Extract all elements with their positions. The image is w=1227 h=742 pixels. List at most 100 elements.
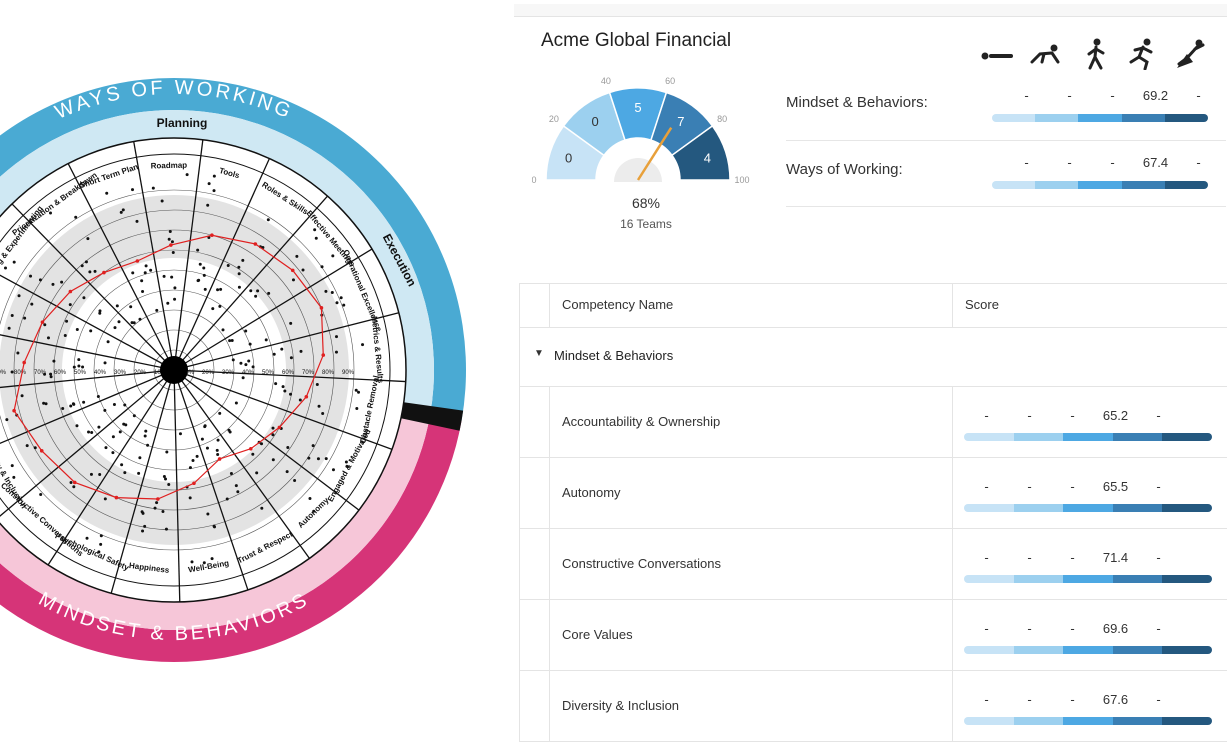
- team-score-dot: [320, 265, 324, 269]
- team-score-dot: [29, 274, 33, 278]
- wheel-percent-tick: 70%: [34, 370, 47, 376]
- wheel-grid-ring: [133, 329, 215, 411]
- score-cell: -: [1027, 621, 1032, 636]
- team-score-dot: [143, 271, 147, 275]
- team-score-dot: [210, 557, 214, 561]
- wheel-band: [0, 410, 431, 630]
- table-row[interactable]: Accountability & Ownership - - - 65.2 -: [519, 387, 1227, 458]
- team-score-dot: [162, 274, 166, 278]
- metric-score-bar: [992, 114, 1208, 122]
- running-icon: [1122, 38, 1162, 70]
- team-score-dot: [84, 260, 88, 264]
- score-cell: 71.4: [1102, 550, 1129, 565]
- team-score-dot: [286, 445, 290, 449]
- row-scores: - - - 65.5 -: [965, 479, 1180, 494]
- collapse-caret-icon[interactable]: ▼: [534, 348, 544, 359]
- team-score-dot: [291, 278, 295, 282]
- wheel-percent-tick: 10%: [182, 370, 195, 376]
- team-score-dot: [7, 326, 11, 330]
- team-score-dot: [215, 448, 219, 452]
- team-score-dot: [248, 342, 252, 346]
- team-score-dot: [80, 264, 84, 268]
- wheel-spoke: [173, 139, 204, 371]
- lying-down-icon: [978, 38, 1018, 70]
- team-score-dot: [99, 534, 103, 538]
- score-cell: 69.6: [1102, 621, 1129, 636]
- profile-point: [102, 270, 106, 275]
- gauge-percent: 68%: [631, 195, 661, 211]
- row-score-bar: [964, 717, 1212, 725]
- wheel-grid-ring: [93, 289, 255, 451]
- row-scores: - - - 67.6 -: [965, 692, 1180, 707]
- row-score-bar: [964, 646, 1212, 654]
- wheel-spoke: [0, 274, 175, 371]
- team-score-dot: [293, 479, 297, 483]
- team-score-dot: [20, 394, 24, 398]
- score-cell: -: [1067, 155, 1072, 170]
- score-cell: -: [984, 692, 989, 707]
- team-score-dot: [264, 338, 268, 342]
- wheel-band: [0, 415, 462, 663]
- competency-name: Constructive Conversations: [562, 556, 721, 571]
- table-row[interactable]: Autonomy - - - 65.5 -: [519, 458, 1227, 529]
- team-score-dot: [89, 472, 93, 476]
- team-score-dot: [317, 404, 321, 408]
- team-score-dot: [16, 351, 20, 355]
- wheel-grid-ring: [13, 209, 335, 531]
- team-score-dot: [271, 433, 275, 437]
- team-score-dot: [271, 426, 275, 430]
- score-cell: 65.5: [1102, 479, 1129, 494]
- team-score-dot: [49, 375, 53, 379]
- row-score-bar: [964, 504, 1212, 512]
- table-row[interactable]: Core Values - - - 69.6 -: [519, 600, 1227, 671]
- team-score-dot: [63, 333, 67, 337]
- group-label: Mindset & Behaviors: [554, 348, 674, 363]
- team-score-dot: [234, 401, 238, 405]
- team-score-dot: [334, 350, 338, 354]
- score-cell: -: [1027, 550, 1032, 565]
- group-row-mindset[interactable]: ▼ Mindset & Behaviors: [519, 328, 1227, 387]
- column-header-score[interactable]: Score: [965, 297, 999, 312]
- wheel-spoke: [173, 369, 181, 602]
- team-score-dot: [170, 275, 174, 279]
- team-score-dot: [164, 527, 168, 531]
- team-score-dot: [255, 471, 259, 475]
- team-score-dot: [10, 370, 14, 374]
- column-header-name[interactable]: Competency Name: [562, 297, 674, 312]
- table-row[interactable]: Diversity & Inclusion - - - 67.6 -: [519, 671, 1227, 742]
- team-score-dot: [355, 407, 359, 411]
- team-score-dot: [155, 308, 159, 312]
- competency-name: Core Values: [562, 627, 633, 642]
- score-cell: -: [1070, 408, 1075, 423]
- team-score-dot: [170, 240, 174, 244]
- team-score-dot: [46, 336, 50, 340]
- team-score-dot: [166, 301, 170, 305]
- team-score-dot: [299, 349, 303, 353]
- team-score-dot: [167, 237, 171, 241]
- wheel-percent-tick: 20%: [202, 370, 215, 376]
- team-score-dot: [311, 444, 315, 448]
- team-score-dot: [191, 458, 195, 462]
- team-score-dot: [82, 400, 86, 404]
- profile-point: [135, 259, 140, 263]
- team-score-dot: [188, 496, 192, 500]
- team-score-dot: [254, 294, 258, 298]
- profile-point: [114, 495, 119, 500]
- team-score-dot: [69, 481, 73, 485]
- team-score-dot: [339, 296, 343, 300]
- team-score-dot: [236, 490, 240, 494]
- team-score-dot: [144, 264, 148, 268]
- table-row[interactable]: Constructive Conversations - - - 71.4 -: [519, 529, 1227, 600]
- team-score-dot: [228, 339, 232, 343]
- wheel-spoke: [173, 195, 328, 371]
- flying-hero-icon: [1170, 38, 1210, 70]
- team-score-dot: [207, 182, 211, 186]
- team-score-dot: [43, 372, 47, 376]
- team-score-dot: [274, 382, 278, 386]
- team-score-dot: [244, 329, 248, 333]
- team-score-dot: [237, 265, 241, 269]
- team-score-dot: [30, 302, 34, 306]
- score-cell: -: [1070, 692, 1075, 707]
- score-cell: -: [1070, 479, 1075, 494]
- wheel-hub: [160, 356, 188, 384]
